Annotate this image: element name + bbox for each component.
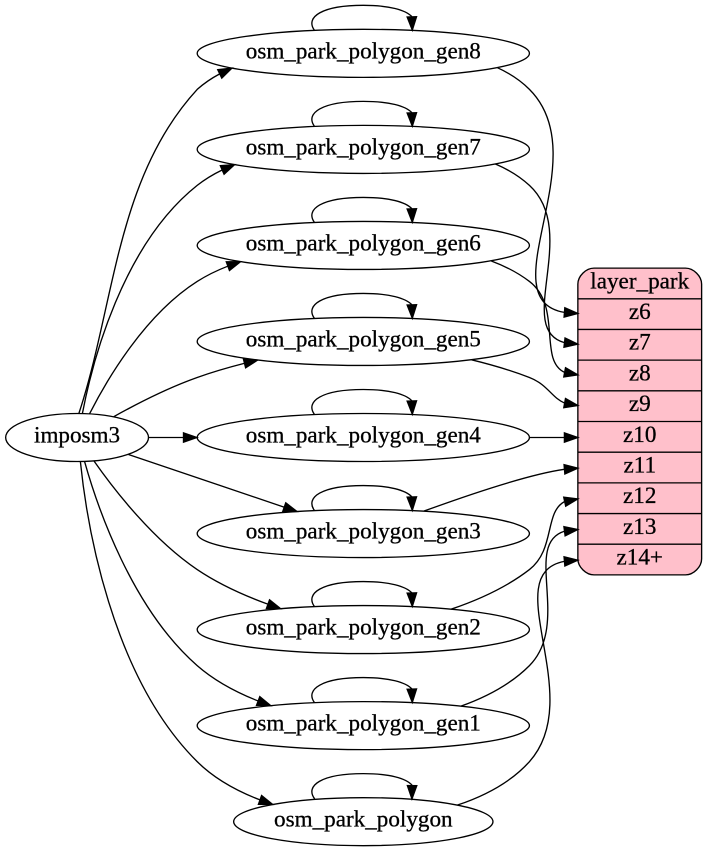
svg-text:z6: z6 bbox=[629, 298, 651, 324]
svg-text:z10: z10 bbox=[623, 421, 656, 447]
svg-text:osm_park_polygon_gen8: osm_park_polygon_gen8 bbox=[246, 37, 481, 63]
svg-text:osm_park_polygon_gen1: osm_park_polygon_gen1 bbox=[246, 710, 481, 736]
svg-text:osm_park_polygon_gen6: osm_park_polygon_gen6 bbox=[246, 229, 481, 255]
svg-text:osm_park_polygon_gen2: osm_park_polygon_gen2 bbox=[246, 614, 481, 640]
svg-text:z11: z11 bbox=[623, 452, 656, 478]
svg-text:osm_park_polygon_gen4: osm_park_polygon_gen4 bbox=[246, 422, 482, 448]
svg-text:z14+: z14+ bbox=[617, 544, 663, 570]
svg-text:osm_park_polygon: osm_park_polygon bbox=[274, 806, 453, 832]
svg-text:osm_park_polygon_gen3: osm_park_polygon_gen3 bbox=[246, 518, 481, 544]
svg-text:z8: z8 bbox=[629, 360, 651, 386]
svg-text:z9: z9 bbox=[629, 390, 651, 416]
svg-text:layer_park: layer_park bbox=[590, 267, 689, 293]
svg-text:osm_park_polygon_gen7: osm_park_polygon_gen7 bbox=[246, 133, 481, 159]
svg-text:osm_park_polygon_gen5: osm_park_polygon_gen5 bbox=[246, 325, 481, 351]
svg-text:imposm3: imposm3 bbox=[34, 422, 120, 448]
svg-text:z12: z12 bbox=[623, 482, 656, 508]
svg-text:z7: z7 bbox=[629, 329, 651, 355]
svg-text:z13: z13 bbox=[623, 513, 656, 539]
